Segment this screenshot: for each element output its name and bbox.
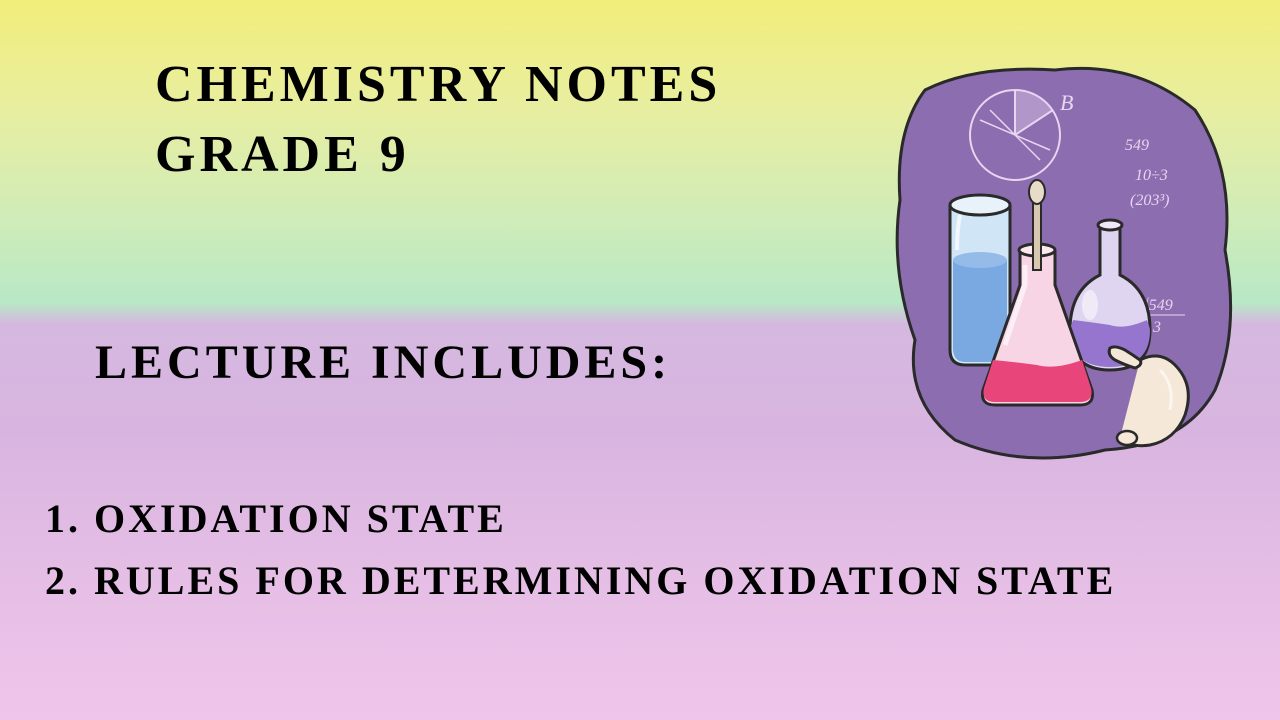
title-line-2: GRADE 9 [155, 120, 721, 190]
title-line-1: CHEMISTRY NOTES [155, 50, 721, 120]
topic-item: 1. OXIDATION STATE [45, 495, 1116, 542]
svg-text:3: 3 [1152, 319, 1161, 336]
svg-text:B: B [1060, 90, 1073, 115]
svg-text:(203³): (203³) [1130, 192, 1169, 209]
topic-item: 2. RULES FOR DETERMINING OXIDATION STATE [45, 557, 1116, 604]
svg-text:10÷3: 10÷3 [1135, 167, 1168, 184]
title-block: CHEMISTRY NOTES GRADE 9 [155, 50, 721, 190]
topics-list: 1. OXIDATION STATE 2. RULES FOR DETERMIN… [45, 495, 1116, 619]
chemistry-illustration: B 549 10÷3 (203³) √549 3 [875, 50, 1245, 470]
lecture-heading: LECTURE INCLUDES: [95, 335, 671, 390]
svg-text:549: 549 [1125, 137, 1149, 154]
